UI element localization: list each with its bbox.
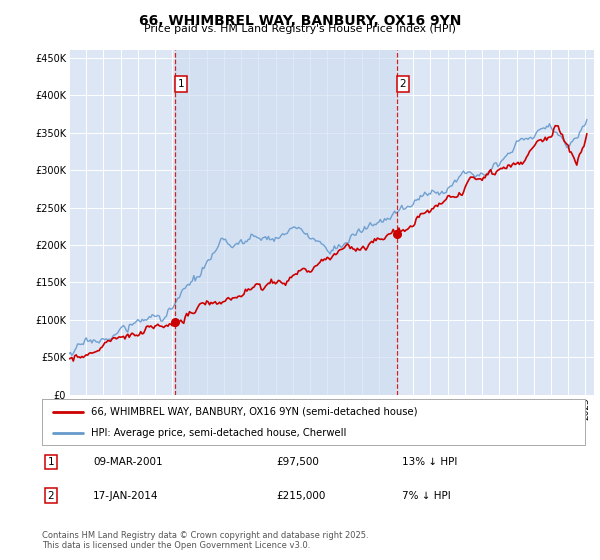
Text: HPI: Average price, semi-detached house, Cherwell: HPI: Average price, semi-detached house,…	[91, 428, 346, 438]
Text: 2: 2	[400, 79, 406, 89]
Text: 1: 1	[47, 457, 55, 467]
Text: 7% ↓ HPI: 7% ↓ HPI	[402, 491, 451, 501]
Text: Price paid vs. HM Land Registry's House Price Index (HPI): Price paid vs. HM Land Registry's House …	[144, 24, 456, 34]
Text: 66, WHIMBREL WAY, BANBURY, OX16 9YN (semi-detached house): 66, WHIMBREL WAY, BANBURY, OX16 9YN (sem…	[91, 407, 418, 417]
Text: 13% ↓ HPI: 13% ↓ HPI	[402, 457, 457, 467]
Text: 1: 1	[178, 79, 185, 89]
Text: 2: 2	[47, 491, 55, 501]
Text: 09-MAR-2001: 09-MAR-2001	[93, 457, 163, 467]
Bar	[175, 50, 397, 395]
Text: £97,500: £97,500	[276, 457, 319, 467]
Text: Contains HM Land Registry data © Crown copyright and database right 2025.
This d: Contains HM Land Registry data © Crown c…	[42, 531, 368, 550]
Text: 17-JAN-2014: 17-JAN-2014	[93, 491, 158, 501]
Text: £215,000: £215,000	[276, 491, 325, 501]
Text: 66, WHIMBREL WAY, BANBURY, OX16 9YN: 66, WHIMBREL WAY, BANBURY, OX16 9YN	[139, 14, 461, 28]
